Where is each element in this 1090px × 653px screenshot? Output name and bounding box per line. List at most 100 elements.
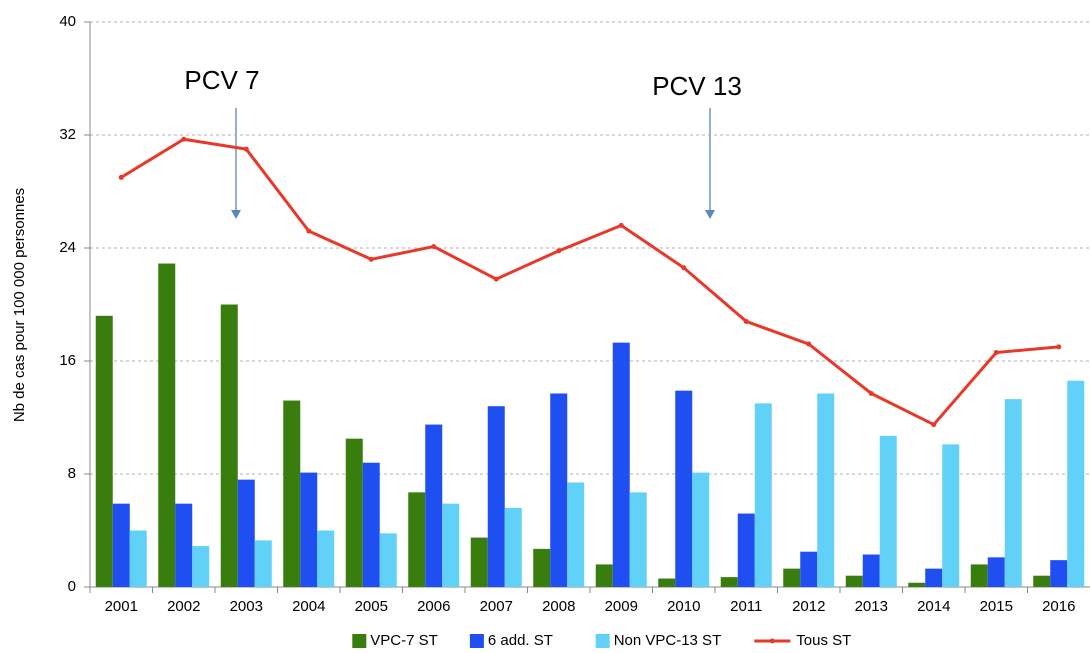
line [120,137,1059,427]
line-point [681,265,687,271]
bar [567,482,585,587]
annotation-arrow-head [705,210,715,219]
bar [317,530,335,587]
y-tick-label: 16 [59,352,76,369]
bar [504,507,522,587]
bar [970,564,988,587]
x-tick-label: 2005 [355,598,388,615]
annotation: PCV 7 [184,65,259,95]
x-tick-label: 2004 [292,598,325,615]
y-axis-label: Nb de cas pour 100 000 personnes [11,188,28,422]
line-point [181,136,187,142]
bar [550,393,568,587]
legend-swatch [469,634,484,648]
y-tick-label: 32 [59,126,76,143]
x-tick-label: 2016 [1042,598,1075,615]
bar [783,568,801,587]
bar [1067,380,1085,587]
bar [925,568,943,587]
bar [300,472,318,587]
bar [595,564,613,587]
bar [379,533,397,587]
annotation: PCV 13 [652,71,742,101]
bar [942,444,960,587]
bar [800,551,818,587]
bar [158,263,176,587]
legend-swatch [769,638,775,644]
bar [612,342,630,587]
line-point [743,318,749,324]
bar [675,390,693,587]
bar [629,492,647,587]
annotation-arrow-head [231,210,241,219]
x-tick-label: 2014 [917,598,950,615]
x-tick-label: 2008 [542,598,575,615]
bar [692,472,710,587]
bar [362,462,380,587]
x-tick-label: 2015 [980,598,1013,615]
bar [175,503,193,587]
line-point [493,276,499,282]
bar [408,492,426,587]
bar [95,315,113,587]
bar [192,546,210,587]
line-point [931,422,937,428]
bar [220,304,238,587]
bar [1050,560,1068,587]
bar [425,424,443,587]
legend-swatch [352,634,367,648]
bar [754,403,772,587]
x-tick-label: 2011 [730,598,762,615]
line-point [118,174,124,180]
line-point [868,390,874,396]
x-tick-label: 2006 [417,598,450,615]
bar [1004,399,1022,587]
bar [487,406,505,587]
bar [862,554,880,587]
line-point [806,341,812,347]
bar [845,575,863,587]
x-tick-label: 2013 [855,598,888,615]
x-tick-label: 2002 [167,598,200,615]
bar [237,479,255,587]
x-tick-label: 2007 [480,598,513,615]
x-tick-label: 2012 [792,598,825,615]
legend-swatch [595,634,610,648]
x-tick-label: 2010 [667,598,700,615]
bar [987,557,1005,587]
legend-label: 6 add. ST [488,632,553,649]
bar [345,438,363,587]
bar [254,540,272,587]
line-point [243,146,249,152]
y-tick-label: 0 [68,578,76,595]
line-point [618,222,624,228]
x-tick-label: 2009 [605,598,638,615]
legend-label: Tous ST [796,632,851,649]
legend-label: VPC-7 ST [370,632,438,649]
line-point [306,228,312,234]
x-tick-label: 2001 [105,598,138,615]
bar [442,503,460,587]
bar [817,393,835,587]
x-tick-label: 2003 [230,598,263,615]
bar [879,435,897,587]
bar [533,548,551,587]
bar [112,503,130,587]
bar [720,577,738,587]
y-tick-label: 40 [59,13,76,30]
bar [470,537,488,587]
line-point [556,248,562,254]
bar [283,400,301,587]
y-tick-label: 24 [59,239,76,256]
line-point [368,256,374,262]
line-point [1056,344,1062,350]
legend-label: Non VPC-13 ST [614,632,722,649]
line-point [431,244,437,250]
bar [1033,575,1051,587]
y-tick-label: 8 [68,465,76,482]
line-point [993,350,999,356]
bar [737,513,755,587]
bar [908,582,926,587]
bar [129,530,147,587]
